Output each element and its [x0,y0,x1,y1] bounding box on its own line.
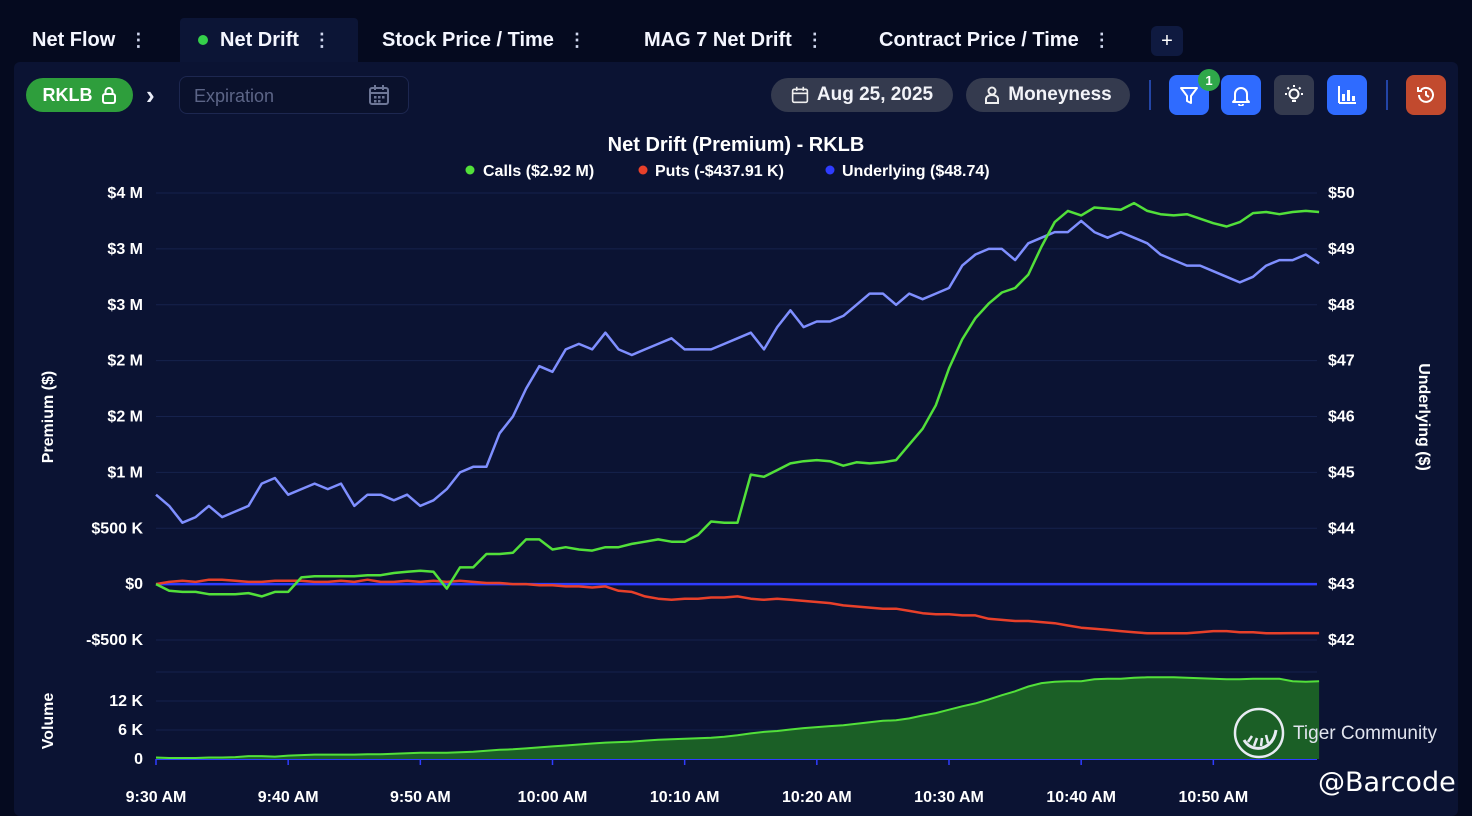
y-left-tick-label: $500 K [91,520,143,537]
volume-area [156,677,1320,759]
volume-line [155,676,1320,759]
x-tick-label: 9:30 AM [126,789,187,806]
tab-menu-icon[interactable]: ⋮ [805,29,824,50]
chart-settings-button[interactable] [1327,75,1367,115]
y-right-tick-label: $47 [1328,353,1355,370]
y-left-tick-label: -$500 K [86,632,143,649]
chart-legend: Calls ($2.92 M) Puts (-$437.91 K) Underl… [465,163,990,180]
tiger-logo-icon [1233,707,1285,759]
y-right-tick-label: $48 [1328,297,1355,314]
volume-tick-label: 6 K [118,722,143,739]
tab-net-drift[interactable]: Net Drift ⋮ [180,18,358,62]
calendar-icon [791,86,809,104]
x-tick-label: 9:50 AM [390,789,451,806]
date-label: Aug 25, 2025 [816,84,934,105]
y-left-tick-label: $2 M [107,409,143,426]
bell-icon [1232,87,1250,106]
y-left-tick-label: $0 [125,576,143,593]
calls-series-line[interactable] [155,201,1320,598]
calendar-icon[interactable] [368,84,390,106]
add-tab-button[interactable]: + [1151,26,1183,56]
tab-menu-icon[interactable]: ⋮ [567,29,586,50]
puts-series-line[interactable] [155,578,1320,635]
volume-tick-label: 0 [134,751,143,768]
y-left-tick-label: $3 M [107,241,143,258]
plus-icon: + [1161,29,1173,52]
y-axis-right-title: Underlying ($) [1415,363,1432,471]
watermark-text: Tiger Community [1293,723,1437,744]
x-tick-label: 10:20 AM [782,789,852,806]
tab-menu-icon[interactable]: ⋮ [129,29,148,50]
reset-icon [1417,86,1434,103]
y-right-tick-label: $44 [1328,520,1355,537]
y-right-tick-label: $42 [1328,632,1355,649]
ticker-chip[interactable]: RKLB [26,78,133,112]
y-right-tick-label: $43 [1328,576,1355,593]
underlying-series-line[interactable] [155,219,1320,524]
filter-icon [1180,87,1198,104]
moneyness-label: Moneyness [1008,84,1112,105]
tab-menu-icon[interactable]: ⋮ [312,29,331,50]
tab-mag7-net-drift[interactable]: MAG 7 Net Drift ⋮ [630,18,838,62]
legend-calls-marker [465,165,475,175]
y-left-tick-label: $1 M [107,464,143,481]
ticker-label: RKLB [42,84,93,105]
legend-underlying-marker [825,165,835,175]
theme-button[interactable] [1274,75,1314,115]
tab-menu-icon[interactable]: ⋮ [1092,29,1111,50]
tab-label: Stock Price / Time [382,28,554,51]
x-tick-label: 10:40 AM [1046,789,1116,806]
tab-bar: Net Flow ⋮ Net Drift ⋮ Stock Price / Tim… [0,0,1472,62]
tab-stock-price-time[interactable]: Stock Price / Time ⋮ [368,18,600,62]
moneyness-button[interactable]: Moneyness [966,78,1130,112]
lightbulb-icon [1285,85,1303,102]
expiration-input[interactable] [192,85,366,108]
chart-settings-icon [1338,86,1356,104]
y-right-tick-label: $46 [1328,409,1355,426]
x-tick-label: 10:00 AM [518,789,588,806]
person-icon [985,86,1000,104]
chart-title: Net Drift (Premium) - RKLB [608,134,865,156]
date-picker-button[interactable]: Aug 25, 2025 [771,78,953,112]
y-right-tick-label: $50 [1328,185,1355,202]
legend-underlying-label[interactable]: Underlying ($48.74) [842,163,990,180]
legend-puts-marker [638,165,648,175]
y-left-tick-label: $2 M [107,353,143,370]
chevron-right-icon[interactable]: › [146,80,155,110]
toolbar-divider [1386,80,1388,110]
expiration-field[interactable] [179,76,409,114]
tab-label: Contract Price / Time [879,28,1079,51]
volume-tick-label: 12 K [109,693,143,710]
chart-series [155,201,1320,759]
alerts-button[interactable] [1221,75,1261,115]
tab-label: Net Flow [32,28,116,51]
filter-count-badge: 1 [1198,69,1220,91]
y-axis-left-title: Premium ($) [40,371,57,463]
x-tick-label: 10:10 AM [650,789,720,806]
y-left-tick-label: $4 M [107,185,143,202]
lock-icon [101,87,116,104]
toolbar-divider [1149,80,1151,110]
x-tick-label: 9:40 AM [258,789,319,806]
legend-calls-label[interactable]: Calls ($2.92 M) [483,163,594,180]
tab-label: Net Drift [220,28,299,51]
tab-label: MAG 7 Net Drift [644,28,792,51]
y-right-tick-label: $45 [1328,464,1355,481]
reset-button[interactable] [1406,75,1446,115]
active-dot-icon [198,35,208,45]
tab-contract-price-time[interactable]: Contract Price / Time ⋮ [865,18,1125,62]
tab-net-flow[interactable]: Net Flow ⋮ [18,18,161,62]
author-handle: @Barcode [1318,767,1456,798]
y-right-tick-label: $49 [1328,241,1355,258]
y-left-tick-label: $3 M [107,297,143,314]
volume-axis-title: Volume [40,693,57,750]
legend-puts-label[interactable]: Puts (-$437.91 K) [655,163,784,180]
x-tick-label: 10:30 AM [914,789,984,806]
x-tick-label: 10:50 AM [1179,789,1249,806]
chart-grid [156,192,1317,760]
